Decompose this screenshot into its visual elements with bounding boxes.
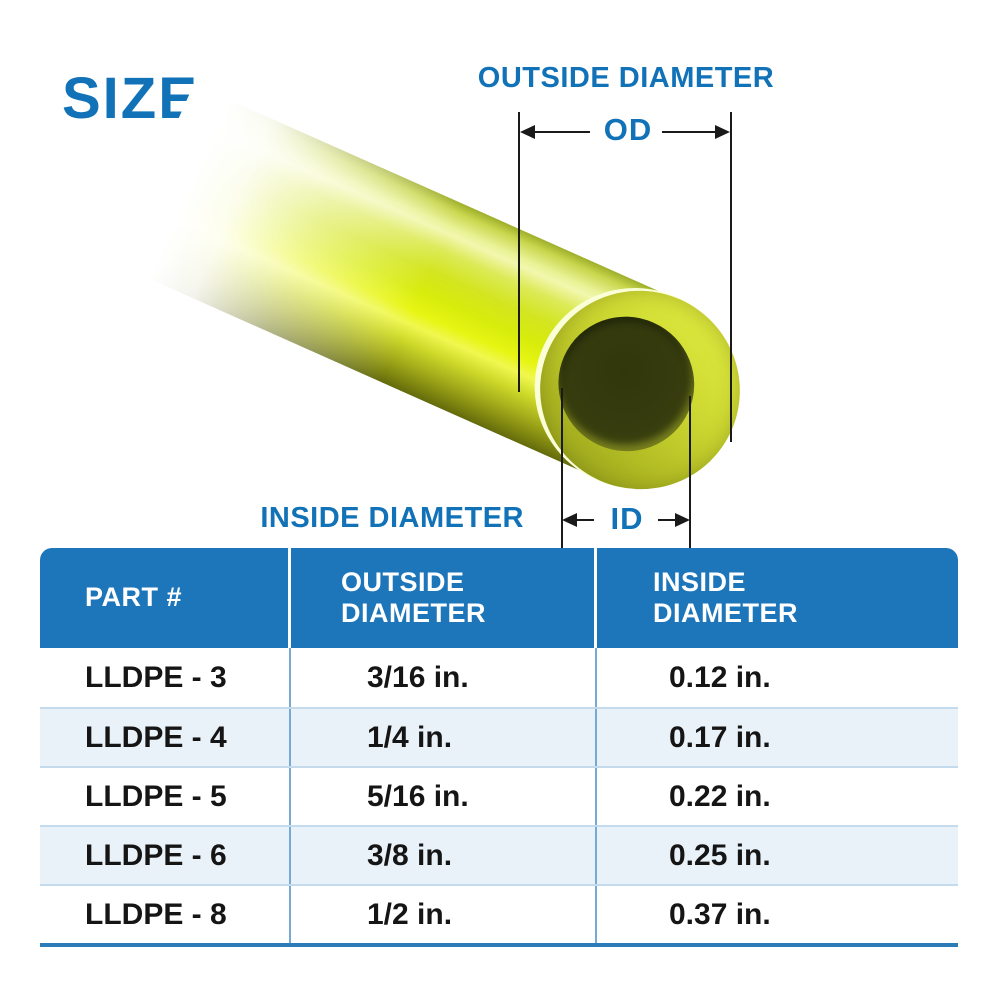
- id-extension-line-left: [561, 388, 563, 548]
- column-header-inside-diameter-label: INSIDE DIAMETER: [653, 566, 798, 628]
- od-cell: 5/16 in.: [291, 768, 597, 825]
- od-extension-line-left: [518, 112, 520, 392]
- od-dimension-line-right: [662, 131, 716, 133]
- size-spec-table: PART # OUTSIDE DIAMETER INSIDE DIAMETER …: [40, 548, 958, 947]
- id-extension-line-right: [689, 396, 691, 548]
- id-cell: 0.17 in.: [669, 720, 771, 754]
- table-row: LLDPE - 6 3/8 in. 0.25 in.: [40, 825, 958, 884]
- table-row: LLDPE - 3 3/16 in. 0.12 in.: [40, 648, 958, 707]
- tube-illustration: [113, 82, 772, 522]
- id-cell: 0.22 in.: [669, 779, 771, 813]
- od-cell: 3/16 in.: [291, 648, 597, 707]
- outside-diameter-label: OUTSIDE DIAMETER: [477, 62, 775, 94]
- id-abbreviation: ID: [610, 501, 644, 536]
- id-cell: 0.25 in.: [669, 838, 771, 872]
- id-arrowhead-left-icon: [562, 513, 577, 527]
- column-header-outside-diameter-label: OUTSIDE DIAMETER: [341, 566, 486, 628]
- column-header-outside-diameter: OUTSIDE DIAMETER: [291, 548, 597, 648]
- od-cell: 1/2 in.: [291, 886, 597, 943]
- table-row: LLDPE - 4 1/4 in. 0.17 in.: [40, 707, 958, 766]
- table-header-row: PART # OUTSIDE DIAMETER INSIDE DIAMETER: [40, 548, 958, 648]
- table-row: LLDPE - 8 1/2 in. 0.37 in.: [40, 884, 958, 943]
- od-extension-line-right: [730, 112, 732, 442]
- od-arrowhead-left-icon: [520, 125, 535, 139]
- part-cell: LLDPE - 8: [40, 886, 291, 943]
- id-arrowhead-right-icon: [675, 513, 690, 527]
- part-cell: LLDPE - 5: [40, 768, 291, 825]
- od-cell: 1/4 in.: [291, 709, 597, 766]
- id-cell: 0.12 in.: [669, 660, 771, 694]
- id-cell: 0.37 in.: [669, 897, 771, 931]
- part-cell: LLDPE - 3: [40, 648, 291, 707]
- page-title: SIZE: [62, 66, 199, 131]
- table-row: LLDPE - 5 5/16 in. 0.22 in.: [40, 766, 958, 825]
- part-cell: LLDPE - 6: [40, 827, 291, 884]
- od-dimension-line-left: [534, 131, 590, 133]
- od-cell: 3/8 in.: [291, 827, 597, 884]
- id-dimension-line-left: [576, 519, 594, 521]
- inside-diameter-label: INSIDE DIAMETER: [260, 502, 524, 534]
- id-dimension-line-right: [658, 519, 676, 521]
- column-header-part: PART #: [40, 548, 291, 648]
- od-arrowhead-right-icon: [715, 125, 730, 139]
- od-abbreviation: OD: [603, 112, 653, 147]
- part-cell: LLDPE - 4: [40, 709, 291, 766]
- column-header-part-label: PART #: [85, 582, 183, 613]
- column-header-inside-diameter: INSIDE DIAMETER: [597, 548, 958, 648]
